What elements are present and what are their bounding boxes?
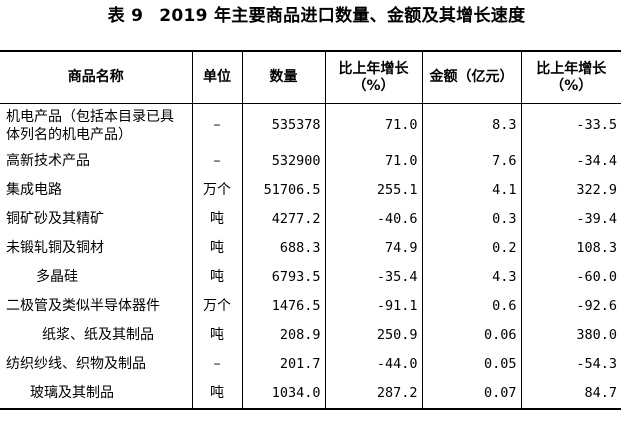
cell-qty-growth: 71.0: [325, 147, 423, 176]
col-header-amt-growth: 比上年增长（%）: [521, 50, 621, 104]
cell-amt-growth: -34.4: [576, 153, 617, 169]
cell-quantity: 4277.2: [242, 205, 326, 234]
cell-qty-growth: -35.4: [325, 263, 423, 292]
cell-qty-growth: 71.0: [325, 103, 423, 147]
cell-amount: 7.6: [422, 147, 522, 176]
cell-unit: 吨: [192, 234, 243, 263]
cell-amt-growth: 84.7: [521, 379, 621, 410]
table-row: 高新技术产品 – 532900 71.0 7.6 -34.4: [0, 147, 621, 176]
cell-name: 纸浆、纸及其制品: [0, 321, 193, 350]
cell-amount: 4.1: [422, 176, 522, 205]
col-header-amount: 金额（亿元）: [422, 50, 522, 104]
table-row: 多晶硅 吨 6793.5 -35.4 4.3 -60.0: [0, 263, 621, 292]
cell-name: 集成电路: [0, 176, 193, 205]
cell-amt-growth: -33.5: [576, 117, 617, 133]
import-table: 商品名称 单位 数量 比上年增长（%） 金额（亿元） 比上年增长（%） 机电产品…: [0, 50, 621, 410]
cell-unit: 万个: [192, 292, 243, 321]
cell-amt-growth: -54.3: [576, 356, 617, 372]
cell-quantity: 535378: [242, 103, 326, 147]
table-row: 机电产品（包括本目录已具体列名的机电产品） – 535378 71.0 8.3 …: [0, 103, 621, 147]
cell-name: 高新技术产品: [0, 147, 193, 176]
table-row: 纸浆、纸及其制品 吨 208.9 250.9 0.06 380.0: [0, 321, 621, 350]
cell-quantity: 201.7: [242, 350, 326, 379]
table-title: 表 9 2019 年主要商品进口数量、金额及其增长速度: [0, 4, 633, 28]
cell-name: 机电产品（包括本目录已具体列名的机电产品）: [0, 103, 193, 147]
cell-quantity: 6793.5: [242, 263, 326, 292]
cell-amount: 0.3: [422, 205, 522, 234]
col-header-unit: 单位: [192, 50, 243, 104]
cell-amount: 0.2: [422, 234, 522, 263]
cell-qty-growth: -44.0: [325, 350, 423, 379]
table-row: 集成电路 万个 51706.5 255.1 4.1 322.9: [0, 176, 621, 205]
cell-qty-growth: 74.9: [325, 234, 423, 263]
cell-qty-growth: -91.1: [325, 292, 423, 321]
cell-quantity: 1034.0: [242, 379, 326, 410]
cell-amount: 0.06: [422, 321, 522, 350]
cell-name: 玻璃及其制品: [0, 379, 193, 410]
cell-unit: –: [192, 103, 243, 147]
cell-unit: 万个: [192, 176, 243, 205]
cell-name: 铜矿砂及其精矿: [0, 205, 193, 234]
cell-amount: 0.6: [422, 292, 522, 321]
table-row: 未锻轧铜及铜材 吨 688.3 74.9 0.2 108.3: [0, 234, 621, 263]
table-row: 玻璃及其制品 吨 1034.0 287.2 0.07 84.7: [0, 379, 621, 410]
cell-unit: –: [192, 350, 243, 379]
cell-quantity: 532900: [242, 147, 326, 176]
cell-amt-growth: -39.4: [576, 211, 617, 227]
cell-qty-growth: 250.9: [325, 321, 423, 350]
cell-unit: –: [192, 147, 243, 176]
table-row: 二极管及类似半导体器件 万个 1476.5 -91.1 0.6 -92.6: [0, 292, 621, 321]
cell-amount: 0.07: [422, 379, 522, 410]
cell-name: 二极管及类似半导体器件: [0, 292, 193, 321]
table-caption: 2019 年主要商品进口数量、金额及其增长速度: [159, 6, 526, 26]
cell-amt-growth: 380.0: [576, 327, 617, 343]
cell-name: 纺织纱线、织物及制品: [0, 350, 193, 379]
table-row: 铜矿砂及其精矿 吨 4277.2 -40.6 0.3 -39.4: [0, 205, 621, 234]
cell-amt-growth: 322.9: [576, 182, 617, 198]
col-header-name: 商品名称: [0, 50, 193, 104]
cell-qty-growth: 287.2: [325, 379, 423, 410]
cell-name: 未锻轧铜及铜材: [0, 234, 193, 263]
cell-amt-growth: 108.3: [576, 240, 617, 256]
header-row: 商品名称 单位 数量 比上年增长（%） 金额（亿元） 比上年增长（%）: [0, 50, 621, 104]
col-header-qty-growth: 比上年增长（%）: [325, 50, 423, 104]
table-row: 纺织纱线、织物及制品 – 201.7 -44.0 0.05 -54.3: [0, 350, 621, 379]
cell-quantity: 51706.5: [242, 176, 326, 205]
cell-quantity: 688.3: [242, 234, 326, 263]
col-header-quantity: 数量: [242, 50, 326, 104]
cell-qty-growth: -40.6: [325, 205, 423, 234]
cell-amt-growth: -92.6: [576, 298, 617, 314]
cell-amt-growth: -60.0: [576, 269, 617, 285]
cell-amount: 8.3: [422, 103, 522, 147]
cell-qty-growth: 255.1: [325, 176, 423, 205]
cell-name: 多晶硅: [0, 263, 193, 292]
cell-amount: 0.05: [422, 350, 522, 379]
cell-amount: 4.3: [422, 263, 522, 292]
cell-unit: 吨: [192, 379, 243, 410]
cell-unit: 吨: [192, 205, 243, 234]
cell-unit: 吨: [192, 263, 243, 292]
cell-unit: 吨: [192, 321, 243, 350]
table-number: 表 9: [107, 6, 144, 26]
cell-quantity: 1476.5: [242, 292, 326, 321]
cell-quantity: 208.9: [242, 321, 326, 350]
